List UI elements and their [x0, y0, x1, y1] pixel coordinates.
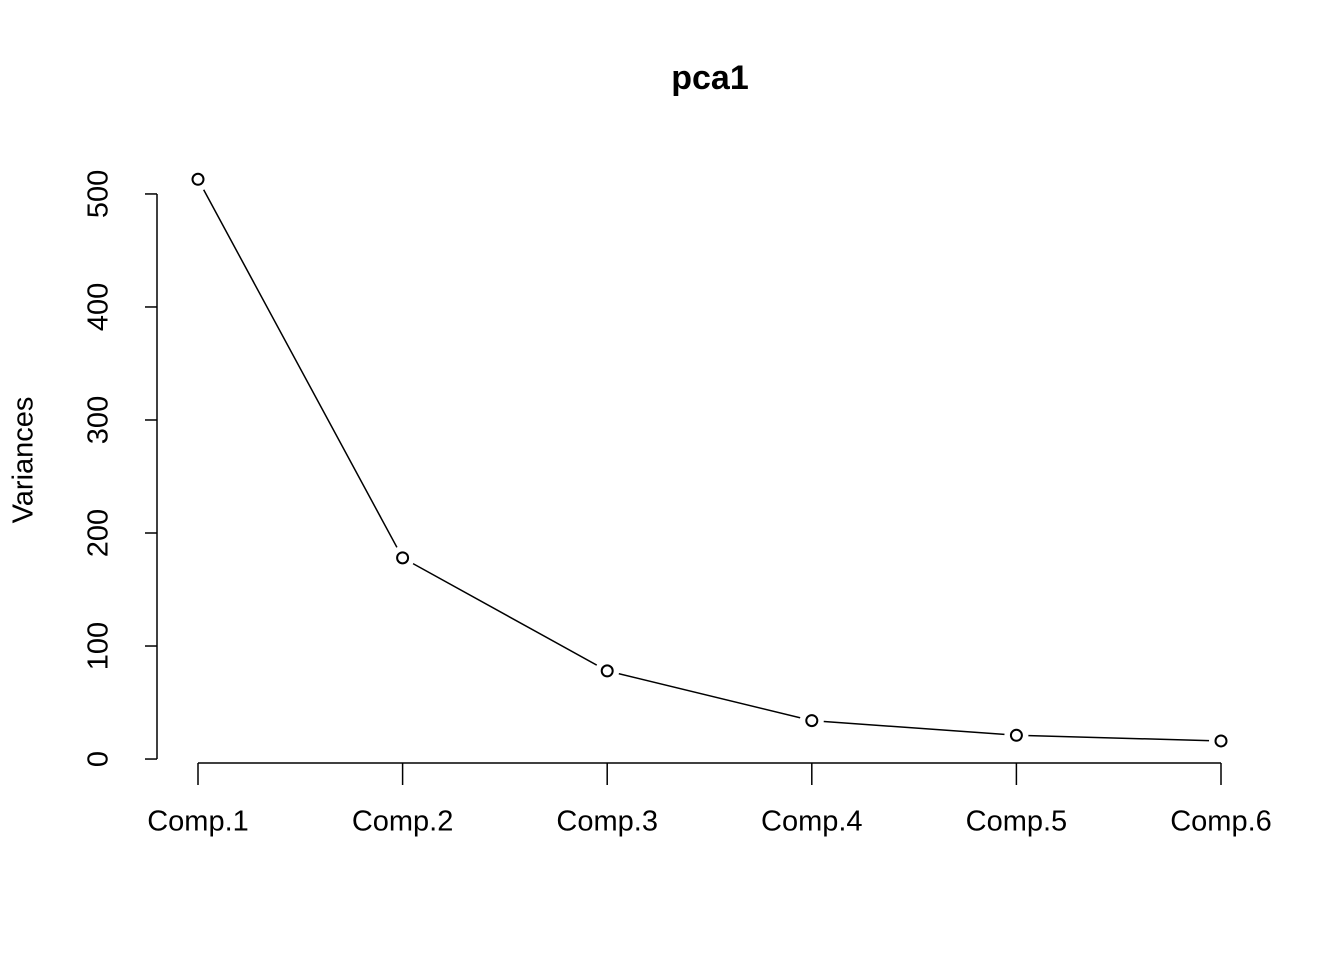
x-tick-label: Comp.6	[1170, 806, 1272, 838]
y-tick-label: 400	[83, 283, 115, 331]
data-point	[805, 714, 819, 728]
data-point	[600, 664, 614, 678]
data-point	[1009, 728, 1023, 742]
x-tick-label: Comp.2	[352, 806, 454, 838]
y-tick-label: 300	[83, 396, 115, 444]
chart-title: pca1	[671, 59, 749, 97]
y-tick-label: 200	[83, 509, 115, 557]
x-tick-label: Comp.3	[556, 806, 658, 838]
x-tick-label: Comp.1	[147, 806, 249, 838]
data-point	[1214, 734, 1228, 748]
data-point	[191, 172, 205, 186]
y-tick-label: 0	[83, 751, 115, 767]
x-tick-label: Comp.4	[761, 806, 863, 838]
data-line	[197, 178, 1222, 742]
y-axis-label: Variances	[8, 397, 40, 524]
data-point	[396, 551, 410, 565]
x-tick-label: Comp.5	[966, 806, 1068, 838]
y-tick-label: 500	[83, 170, 115, 218]
y-tick-label: 100	[83, 622, 115, 670]
